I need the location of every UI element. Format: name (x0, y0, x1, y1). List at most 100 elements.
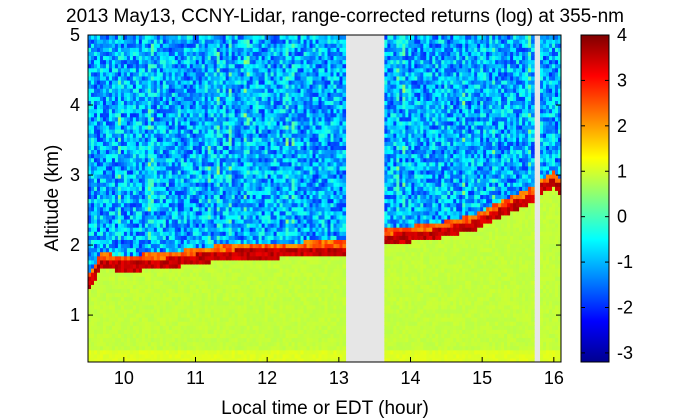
heatmap-cell (186, 124, 191, 130)
heatmap-cell (135, 67, 140, 73)
heatmap-cell (162, 79, 167, 85)
heatmap-cell (186, 129, 191, 134)
heatmap-cell (99, 304, 104, 310)
heatmap-cell (174, 276, 179, 281)
heatmap-cell (159, 100, 164, 106)
heatmap-cell (88, 272, 92, 277)
heatmap-cell (150, 206, 155, 212)
heatmap-cell (114, 178, 119, 183)
heatmap-cell (111, 214, 116, 220)
heatmap-cell (108, 161, 113, 167)
heatmap-cell (162, 137, 167, 142)
heatmap-cell (132, 35, 137, 40)
heatmap-cell (135, 173, 140, 179)
heatmap-cell (195, 104, 200, 110)
heatmap-cell (135, 357, 140, 362)
heatmap-cell (114, 92, 119, 97)
heatmap-cell (88, 337, 92, 343)
heatmap-cell (111, 317, 116, 322)
heatmap-cell (108, 169, 113, 175)
heatmap-cell (126, 218, 131, 224)
heatmap-cell (156, 317, 161, 322)
heatmap-cell (117, 235, 122, 240)
heatmap-cell (177, 153, 182, 159)
heatmap-cell (183, 141, 188, 146)
heatmap-cell (153, 231, 158, 236)
heatmap-cell (153, 141, 158, 146)
heatmap-cell (144, 333, 149, 339)
heatmap-cell (96, 206, 101, 212)
heatmap-cell (156, 55, 161, 61)
heatmap-cell (102, 108, 107, 114)
heatmap-cell (111, 100, 116, 106)
heatmap-cell (99, 292, 104, 298)
heatmap-cell (108, 63, 113, 69)
heatmap-cell (192, 96, 197, 101)
heatmap-cell (159, 88, 164, 93)
heatmap-cell (90, 317, 95, 322)
heatmap-cell (114, 59, 119, 65)
heatmap-cell (120, 149, 125, 155)
heatmap-cell (132, 133, 137, 138)
heatmap-cell (162, 341, 167, 347)
heatmap-cell (183, 210, 188, 216)
heatmap-cell (108, 39, 113, 44)
heatmap-cell (180, 173, 185, 179)
heatmap-cell (180, 145, 185, 151)
heatmap-cell (93, 75, 98, 81)
heatmap-cell (138, 308, 143, 314)
heatmap-cell (162, 100, 167, 106)
heatmap-cell (174, 63, 179, 69)
heatmap-cell (153, 341, 158, 347)
heatmap-cell (114, 51, 119, 57)
heatmap-cell (162, 92, 167, 97)
heatmap-cell (117, 104, 122, 110)
heatmap-cell (183, 194, 188, 200)
heatmap-cell (153, 116, 158, 122)
heatmap-cell (177, 345, 182, 351)
heatmap-cell (186, 300, 191, 306)
heatmap-cell (120, 198, 125, 204)
heatmap-cell (144, 169, 149, 175)
heatmap-cell (117, 300, 122, 306)
heatmap-cell (132, 79, 137, 85)
heatmap-cell (177, 190, 182, 196)
heatmap-cell (88, 280, 92, 285)
heatmap-cell (174, 325, 179, 330)
heatmap-cell (108, 280, 113, 285)
heatmap-cell (192, 169, 197, 175)
heatmap-cell (174, 194, 179, 200)
heatmap-cell (132, 321, 137, 326)
heatmap-cell (144, 92, 149, 97)
heatmap-cell (165, 153, 170, 159)
heatmap-cell (198, 247, 203, 253)
heatmap-cell (165, 337, 170, 343)
heatmap-cell (129, 329, 134, 334)
heatmap-cell (195, 100, 200, 106)
heatmap-cell (165, 161, 170, 167)
heatmap-cell (126, 357, 131, 362)
heatmap-cell (132, 276, 137, 281)
heatmap-cell (201, 308, 206, 314)
heatmap-cell (147, 325, 152, 330)
heatmap-cell (117, 149, 122, 155)
heatmap-cell (105, 88, 110, 93)
heatmap-cell (165, 349, 170, 355)
heatmap-cell (108, 239, 113, 245)
heatmap-cell (171, 133, 176, 138)
heatmap-cell (156, 210, 161, 216)
heatmap-cell (186, 35, 191, 40)
heatmap-cell (93, 218, 98, 224)
heatmap-cell (105, 288, 110, 294)
heatmap-cell (138, 353, 143, 359)
heatmap-cell (156, 267, 161, 273)
heatmap-cell (99, 84, 104, 89)
heatmap-cell (138, 108, 143, 114)
heatmap-cell (144, 149, 149, 155)
heatmap-cell (159, 325, 164, 330)
heatmap-cell (93, 67, 98, 73)
heatmap-cell (138, 39, 143, 44)
heatmap-cell (138, 329, 143, 334)
heatmap-cell (126, 227, 131, 232)
heatmap-cell (162, 304, 167, 310)
